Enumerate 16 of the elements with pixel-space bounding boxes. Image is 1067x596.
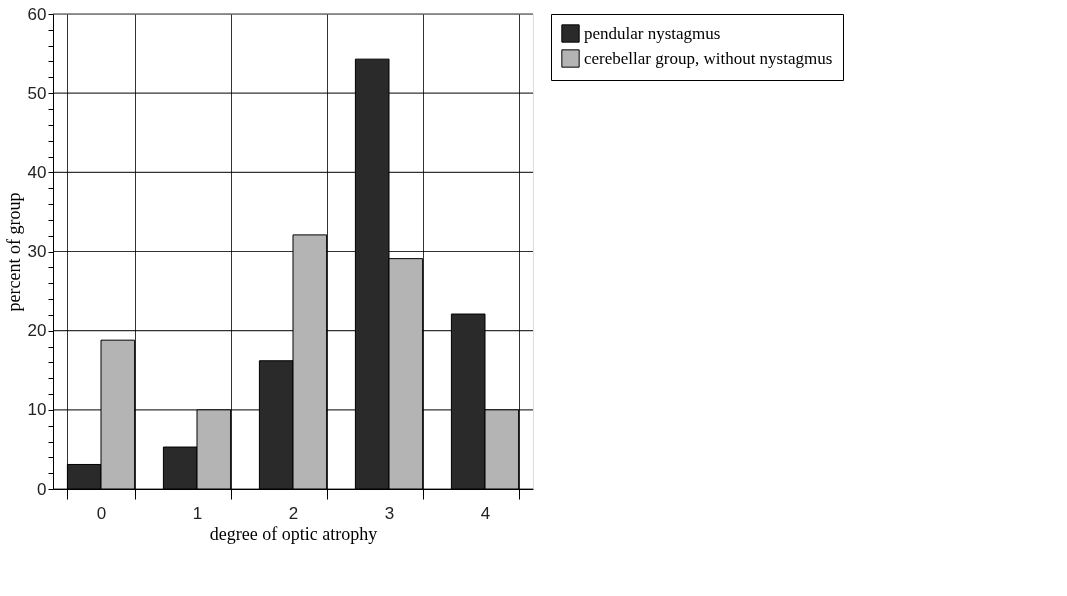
y-tick-label: 60 — [27, 4, 47, 24]
legend-label: pendular nystagmus — [584, 23, 721, 43]
y-axis-title: percent of group — [3, 192, 24, 312]
x-tick-label: 2 — [288, 503, 299, 523]
y-tick-label: 10 — [27, 400, 47, 420]
y-tick-label: 30 — [27, 242, 47, 261]
x-axis-title: degree of optic atrophy — [209, 523, 378, 544]
y-tick-label: 0 — [37, 479, 47, 499]
x-tick-label: 4 — [480, 503, 491, 523]
y-tick-label: 40 — [27, 162, 47, 182]
x-tick-label: 1 — [192, 503, 203, 523]
legend-label: cerebellar group, without nystagmus — [584, 48, 833, 68]
y-tick-label: 20 — [27, 321, 47, 341]
y-tick-label: 50 — [27, 83, 47, 103]
x-tick-label: 3 — [384, 503, 395, 523]
x-tick-label: 0 — [96, 503, 107, 523]
